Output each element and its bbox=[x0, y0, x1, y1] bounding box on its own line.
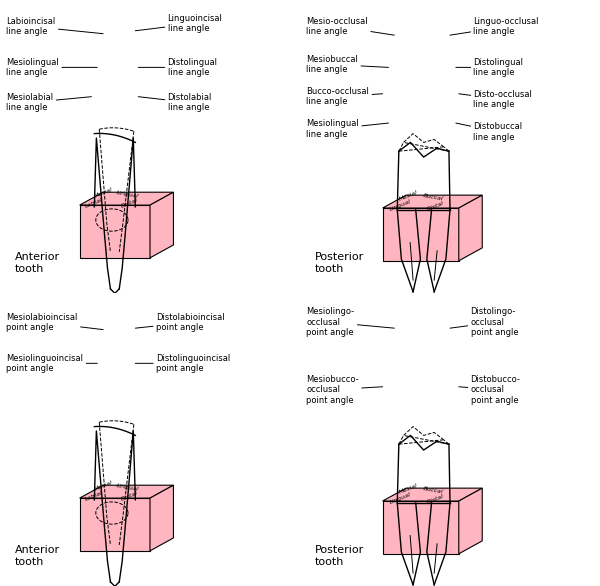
Polygon shape bbox=[80, 485, 173, 498]
Text: Posterior
tooth: Posterior tooth bbox=[315, 545, 364, 567]
Text: Distal: Distal bbox=[426, 201, 445, 212]
Text: Mesiolingual
line angle: Mesiolingual line angle bbox=[7, 57, 97, 77]
Text: Mesial: Mesial bbox=[93, 480, 113, 492]
Text: Mesial: Mesial bbox=[399, 190, 419, 202]
Polygon shape bbox=[150, 192, 173, 258]
Text: Labial: Labial bbox=[85, 490, 104, 502]
Text: Distal: Distal bbox=[120, 198, 139, 209]
Polygon shape bbox=[80, 192, 173, 205]
Text: Distolabial
line angle: Distolabial line angle bbox=[138, 93, 212, 113]
Text: Distolingo-
occlusal
point angle: Distolingo- occlusal point angle bbox=[450, 308, 518, 337]
Text: Mesial: Mesial bbox=[399, 483, 419, 495]
Text: Disto-occlusal
line angle: Disto-occlusal line angle bbox=[459, 90, 532, 110]
Polygon shape bbox=[459, 488, 482, 554]
Text: Mesiolabioincisal
point angle: Mesiolabioincisal point angle bbox=[7, 312, 103, 332]
Text: Mesial: Mesial bbox=[93, 187, 113, 199]
Text: Distal: Distal bbox=[426, 494, 445, 505]
Text: Mesiolingual
line angle: Mesiolingual line angle bbox=[307, 119, 388, 139]
Text: Lingual: Lingual bbox=[116, 190, 139, 199]
Text: Distal: Distal bbox=[120, 491, 139, 502]
Text: Mesiolingo-
occlusal
point angle: Mesiolingo- occlusal point angle bbox=[307, 308, 394, 337]
Text: Mesiobucco-
occlusal
point angle: Mesiobucco- occlusal point angle bbox=[307, 375, 383, 404]
Text: Lingual: Lingual bbox=[116, 483, 139, 492]
Text: Posterior
tooth: Posterior tooth bbox=[315, 252, 364, 274]
Polygon shape bbox=[459, 195, 482, 261]
Text: Labial: Labial bbox=[85, 197, 104, 209]
Polygon shape bbox=[150, 485, 173, 551]
Text: Bucco-occlusal
line angle: Bucco-occlusal line angle bbox=[307, 87, 383, 107]
Text: Buccal: Buccal bbox=[423, 486, 444, 495]
Text: Anterior
tooth: Anterior tooth bbox=[15, 252, 61, 274]
Text: Anterior
tooth: Anterior tooth bbox=[15, 545, 61, 567]
Text: Lingual: Lingual bbox=[389, 492, 412, 505]
Text: Distobuccal
line angle: Distobuccal line angle bbox=[456, 122, 523, 142]
Text: Linguo-occlusal
line angle: Linguo-occlusal line angle bbox=[450, 16, 539, 36]
Text: Mesiobuccal
line angle: Mesiobuccal line angle bbox=[307, 54, 388, 74]
Text: Distolabioincisal
point angle: Distolabioincisal point angle bbox=[136, 312, 224, 332]
Text: Mesio-occlusal
line angle: Mesio-occlusal line angle bbox=[307, 16, 394, 36]
Polygon shape bbox=[80, 498, 150, 551]
Text: Distobucco-
occlusal
point angle: Distobucco- occlusal point angle bbox=[459, 375, 520, 404]
Polygon shape bbox=[80, 205, 150, 258]
Polygon shape bbox=[383, 501, 459, 554]
Text: Lingual: Lingual bbox=[389, 199, 412, 212]
Text: Buccal: Buccal bbox=[423, 193, 444, 202]
Polygon shape bbox=[383, 488, 482, 501]
Text: Labioincisal
line angle: Labioincisal line angle bbox=[7, 16, 103, 36]
Text: Distolingual
line angle: Distolingual line angle bbox=[456, 57, 523, 77]
Polygon shape bbox=[383, 195, 482, 208]
Text: Distolingual
line angle: Distolingual line angle bbox=[138, 57, 218, 77]
Text: Distolinguoincisal
point angle: Distolinguoincisal point angle bbox=[136, 353, 230, 373]
Text: Mesiolabial
line angle: Mesiolabial line angle bbox=[7, 93, 91, 113]
Polygon shape bbox=[383, 208, 459, 261]
Text: Mesiolinguoincisal
point angle: Mesiolinguoincisal point angle bbox=[7, 353, 97, 373]
Text: Linguoincisal
line angle: Linguoincisal line angle bbox=[136, 13, 223, 33]
